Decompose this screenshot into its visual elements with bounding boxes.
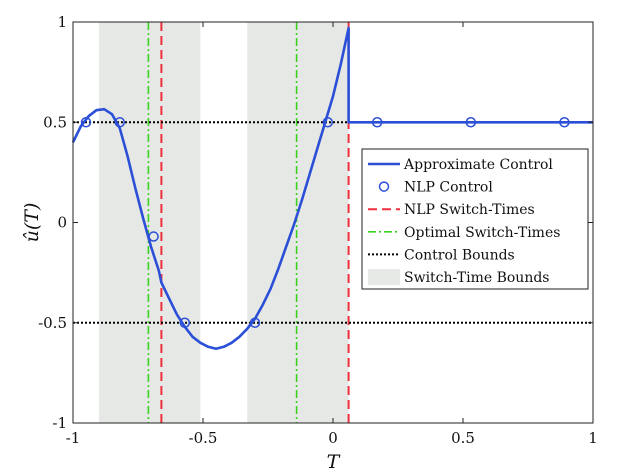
legend-label: Control Bounds <box>404 247 515 263</box>
nlp-control-marker <box>179 317 191 328</box>
x-tick-label: 1 <box>588 429 598 447</box>
legend-swatch-shade <box>368 269 400 285</box>
y-tick-label: 0 <box>57 214 67 232</box>
switch-time-bounds-shading <box>99 22 349 423</box>
x-tick-label: -1 <box>66 429 81 447</box>
y-tick-label: -1 <box>52 414 67 432</box>
x-tick-label: 0.5 <box>451 429 475 447</box>
nlp-control-marker <box>371 117 383 128</box>
legend: Approximate Control NLP Control NLP Switch… <box>361 148 589 290</box>
legend-swatch-marker <box>378 181 390 192</box>
approximate-control-curve <box>71 26 593 351</box>
legend-label: NLP Control <box>404 180 493 196</box>
legend-box <box>361 148 589 290</box>
y-axis-label: û(T) <box>21 203 43 243</box>
nlp-control-markers <box>80 117 570 328</box>
nlp-control-marker <box>249 317 261 328</box>
nlp-control-marker <box>80 117 92 128</box>
legend-label: Switch-Time Bounds <box>404 270 550 286</box>
legend-label: NLP Switch-Times <box>404 202 535 218</box>
x-axis-label: T <box>327 451 341 473</box>
legend-label: Optimal Switch-Times <box>404 225 560 241</box>
x-tick-label: -0.5 <box>189 429 218 447</box>
x-tick-label: 0 <box>328 429 338 447</box>
nlp-control-marker <box>559 117 570 128</box>
switch-time-band <box>99 22 201 423</box>
nlp-control-marker <box>148 231 159 242</box>
nlp-control-marker <box>114 117 126 128</box>
y-tick-label: 1 <box>57 13 67 31</box>
approximate-control-line <box>71 26 593 351</box>
switch-time-band <box>247 22 349 423</box>
y-tick-label: 0.5 <box>43 113 67 131</box>
switch-time-lines <box>147 22 350 423</box>
legend-label: Approximate Control <box>403 157 553 173</box>
nlp-control-marker <box>322 117 334 128</box>
nlp-control-marker <box>465 117 477 128</box>
ticks: -1 -0.5 0 0.5 1 -1 -0.5 0 0.5 1 <box>38 13 598 447</box>
y-tick-label: -0.5 <box>38 314 67 332</box>
